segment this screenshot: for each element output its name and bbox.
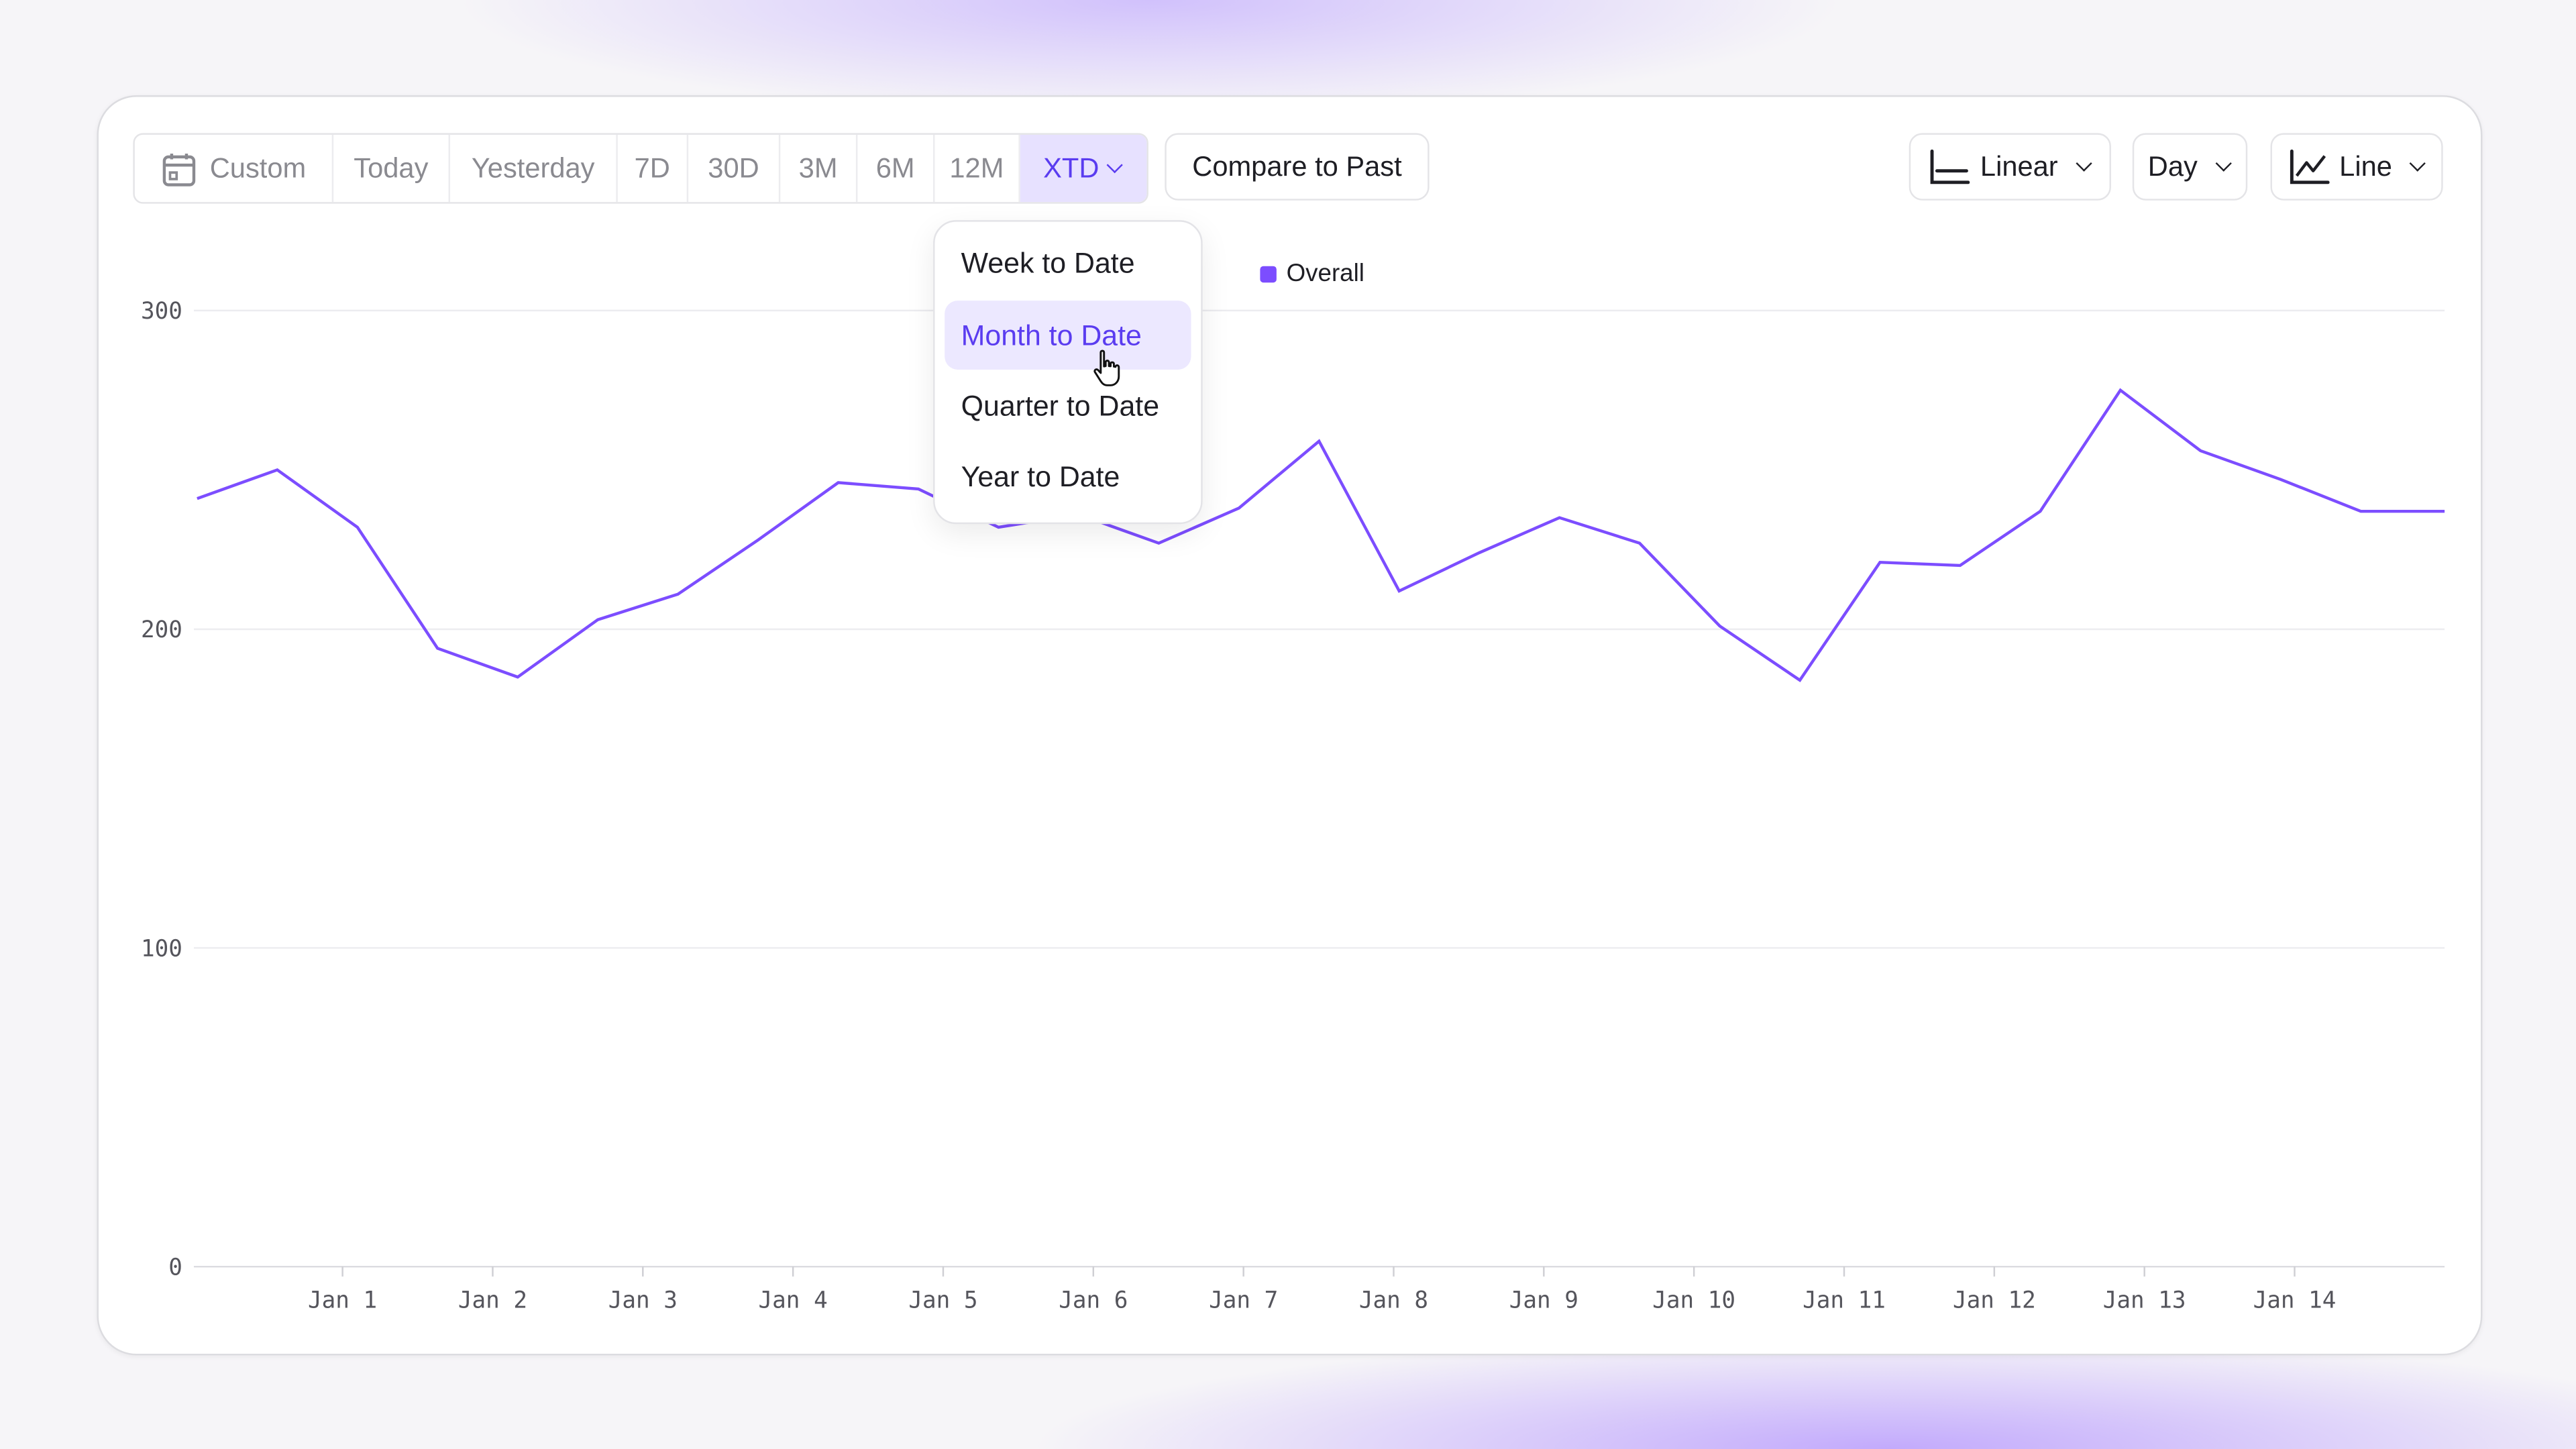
range-3m[interactable]: 3M <box>780 134 858 203</box>
x-tick-label: Jan 7 <box>1209 1287 1278 1313</box>
scale-dropdown[interactable]: Linear <box>1909 133 2111 201</box>
range-yesterday[interactable]: Yesterday <box>450 134 618 203</box>
legend-swatch <box>1260 265 1277 282</box>
x-tick-label: Jan 13 <box>2103 1287 2186 1313</box>
range-custom[interactable]: Custom <box>135 134 334 203</box>
interval-label: Day <box>2147 150 2198 182</box>
range-6m[interactable]: 6M <box>857 134 935 203</box>
range-today[interactable]: Today <box>333 134 451 203</box>
x-tick-label: Jan 8 <box>1359 1287 1428 1313</box>
x-tick-label: Jan 11 <box>1803 1287 1886 1313</box>
series-line-overall <box>197 388 2445 683</box>
compare-to-past-button[interactable]: Compare to Past <box>1165 133 1430 201</box>
line-chart-icon <box>2290 148 2330 184</box>
y-tick-label: 100 <box>141 935 182 962</box>
x-tick-label: Jan 3 <box>608 1287 678 1313</box>
x-tick-label: Jan 5 <box>908 1287 977 1313</box>
scale-label: Linear <box>1980 150 2058 182</box>
range-7d[interactable]: 7D <box>618 134 689 203</box>
y-tick-label: 0 <box>168 1254 182 1281</box>
legend: Overall <box>1260 260 1364 288</box>
x-tick-label: Jan 4 <box>759 1287 828 1313</box>
xtd-menu: Week to Date Month to Date Quarter to Da… <box>933 220 1203 525</box>
legend-label-overall: Overall <box>1286 259 1364 288</box>
linear-scale-icon <box>1931 148 1971 184</box>
menu-item-month-to-date[interactable]: Month to Date <box>945 301 1191 370</box>
x-tick-label: Jan 6 <box>1059 1287 1128 1313</box>
x-tick-label: Jan 1 <box>308 1287 377 1313</box>
menu-item-week-to-date[interactable]: Week to Date <box>961 246 1135 279</box>
y-tick-label: 200 <box>141 616 182 643</box>
x-tick-label: Jan 12 <box>1953 1287 2036 1313</box>
range-xtd-dropdown[interactable]: XTD <box>1020 134 1147 203</box>
menu-item-quarter-to-date[interactable]: Quarter to Date <box>961 388 1160 422</box>
menu-item-year-to-date[interactable]: Year to Date <box>961 459 1120 492</box>
chart-type-dropdown[interactable]: Line <box>2270 133 2443 201</box>
x-tick-label: Jan 14 <box>2253 1287 2337 1313</box>
range-12m[interactable]: 12M <box>934 134 1020 203</box>
calendar-icon <box>162 152 195 186</box>
y-tick-label: 300 <box>141 298 182 325</box>
hand-pointer-icon <box>1093 350 1120 386</box>
chart-type-label: Line <box>2339 150 2392 182</box>
range-30d[interactable]: 30D <box>688 134 781 203</box>
chart-card <box>97 95 2483 1356</box>
range-xtd-label: XTD <box>1043 152 1099 184</box>
x-tick-label: Jan 2 <box>458 1287 527 1313</box>
x-tick-label: Jan 10 <box>1652 1287 1735 1313</box>
x-tick-label: Jan 9 <box>1509 1287 1578 1313</box>
range-custom-label: Custom <box>209 152 307 184</box>
interval-dropdown[interactable]: Day <box>2132 133 2248 201</box>
date-range-selector: Custom Today Yesterday 7D 30D 3M 6M 12M … <box>133 133 1148 204</box>
